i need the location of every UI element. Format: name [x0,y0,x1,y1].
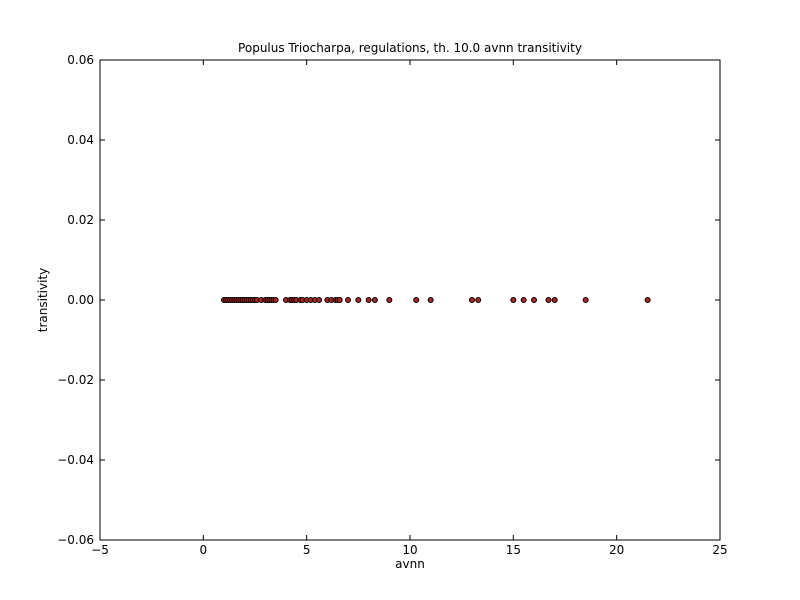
data-point [371,297,378,303]
data-point [386,297,393,303]
y-tick-label: 0.02 [67,213,94,227]
x-tick-label: −5 [91,543,109,557]
y-tick-label: −0.02 [57,373,94,387]
data-points [221,297,651,303]
data-point [545,297,552,303]
data-point [355,297,362,303]
data-point [551,297,558,303]
x-tick-label: 25 [712,543,727,557]
data-point [365,297,372,303]
data-point [510,297,517,303]
x-tick-label: 20 [609,543,624,557]
data-point [475,297,482,303]
data-point [413,297,420,303]
x-tick-label: 5 [303,543,311,557]
data-point [582,297,589,303]
y-tick-label: 0.00 [67,293,94,307]
x-tick-label: 10 [402,543,417,557]
y-axis-label: transitivity [36,268,50,332]
data-point [520,297,527,303]
y-tick-label: −0.04 [57,453,94,467]
plot-area [99,59,721,541]
data-point [469,297,475,303]
x-tick-label: 15 [506,543,521,557]
data-point [644,297,651,303]
x-axis-label: avnn [395,557,425,571]
y-tick-label: 0.04 [67,133,94,147]
x-tick-label: 0 [200,543,208,557]
y-tick-label: 0.06 [67,53,94,67]
data-point [336,297,343,303]
data-point [316,297,323,303]
data-point [345,297,351,303]
data-point [272,297,279,303]
chart-title: Populus Triocharpa, regulations, th. 10.… [238,41,582,55]
data-point [427,297,434,303]
axis-ticks: −5 0 5 10 15 20 25 −0.06 −0.04 −0.02 0.00 0.02 0.04 0… [57,53,727,557]
y-tick-label: −0.06 [57,533,94,547]
data-point [531,297,537,303]
